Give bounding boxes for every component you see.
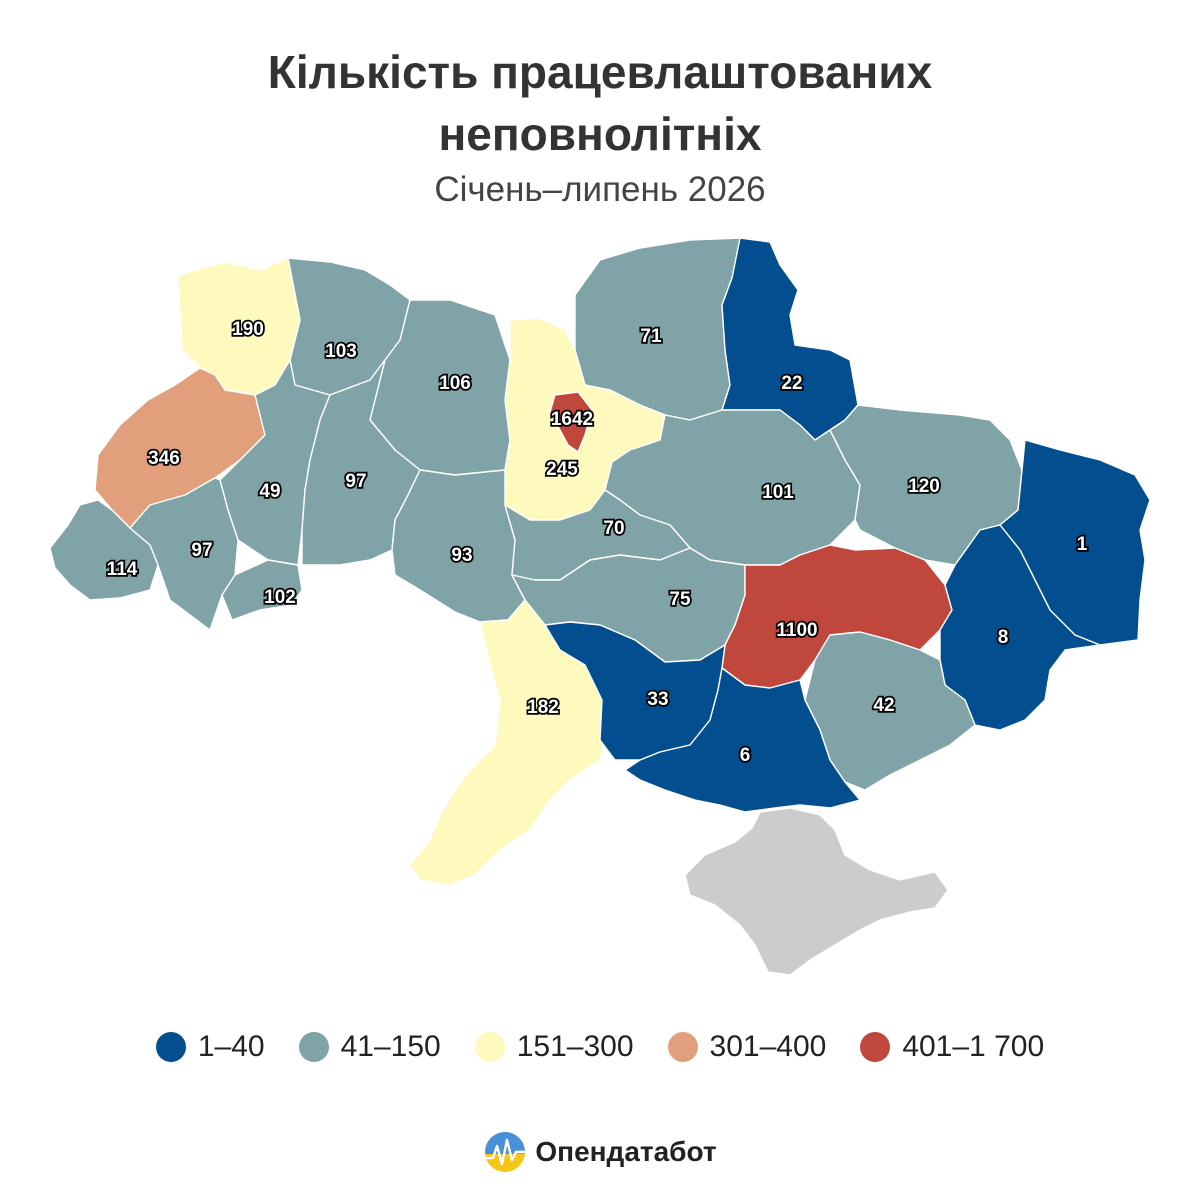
region-value-label: 102 xyxy=(264,587,296,608)
region-value-label: 75 xyxy=(669,589,691,610)
legend-item: 301–400 xyxy=(667,1030,827,1064)
legend-label: 1–40 xyxy=(197,1030,265,1063)
legend: 1–40 41–150 151–300 301–400 401–1 700 xyxy=(0,1030,1200,1064)
legend-label: 301–400 xyxy=(709,1030,827,1063)
region-value-label: 93 xyxy=(451,545,472,566)
region-value-label: 190 xyxy=(232,319,264,340)
region-value-label: 106 xyxy=(439,373,471,394)
legend-swatch xyxy=(667,1032,698,1062)
region-value-label: 103 xyxy=(325,341,357,362)
region-value-label: 42 xyxy=(873,695,894,716)
legend-item: 401–1 700 xyxy=(860,1030,1044,1064)
opendatabot-logo-icon xyxy=(485,1132,526,1172)
region-donetsk[interactable] xyxy=(939,524,1101,731)
region-value-label: 101 xyxy=(762,482,794,503)
region-value-label: 1642 xyxy=(551,409,593,430)
chart-title-line-2: неповнолітніх xyxy=(438,108,762,160)
brand-logo: Опендатабот xyxy=(0,1130,1200,1174)
region-value-label: 6 xyxy=(740,745,751,766)
legend-label: 41–150 xyxy=(340,1030,441,1063)
region-value-label: 1 xyxy=(1077,534,1088,555)
chart-subtitle: Січень–липень 2026 xyxy=(434,170,766,209)
legend-item: 1–40 xyxy=(155,1030,265,1064)
region-value-label: 346 xyxy=(148,448,180,469)
region-kherson[interactable] xyxy=(624,667,861,813)
chart-title-line-1: Кількість працевлаштованих xyxy=(267,46,933,98)
region-value-label: 33 xyxy=(647,689,668,710)
legend-label: 401–1 700 xyxy=(902,1030,1045,1063)
region-crimea xyxy=(684,807,949,976)
legend-swatch xyxy=(298,1032,329,1062)
region-value-label: 49 xyxy=(259,481,280,502)
region-value-label: 182 xyxy=(527,697,559,718)
region-value-label: 114 xyxy=(107,559,138,580)
region-value-label: 22 xyxy=(781,373,802,394)
legend-swatch xyxy=(474,1032,505,1062)
region-chernivtsi[interactable] xyxy=(221,559,303,621)
brand-name: Опендатабот xyxy=(535,1136,717,1167)
region-value-label: 1100 xyxy=(776,620,817,641)
legend-item: 151–300 xyxy=(474,1030,634,1064)
region-value-label: 245 xyxy=(546,459,578,480)
region-kyiv-city[interactable] xyxy=(549,391,593,453)
region-value-label: 97 xyxy=(345,471,366,492)
region-value-label: 70 xyxy=(603,518,624,539)
legend-swatch xyxy=(860,1032,891,1062)
region-value-label: 97 xyxy=(191,540,212,561)
region-value-label: 120 xyxy=(908,476,940,497)
region-value-label: 8 xyxy=(998,627,1009,648)
legend-swatch xyxy=(155,1032,186,1062)
region-value-label: 71 xyxy=(640,326,662,347)
legend-item: 41–150 xyxy=(298,1030,441,1064)
legend-label: 151–300 xyxy=(516,1030,634,1063)
